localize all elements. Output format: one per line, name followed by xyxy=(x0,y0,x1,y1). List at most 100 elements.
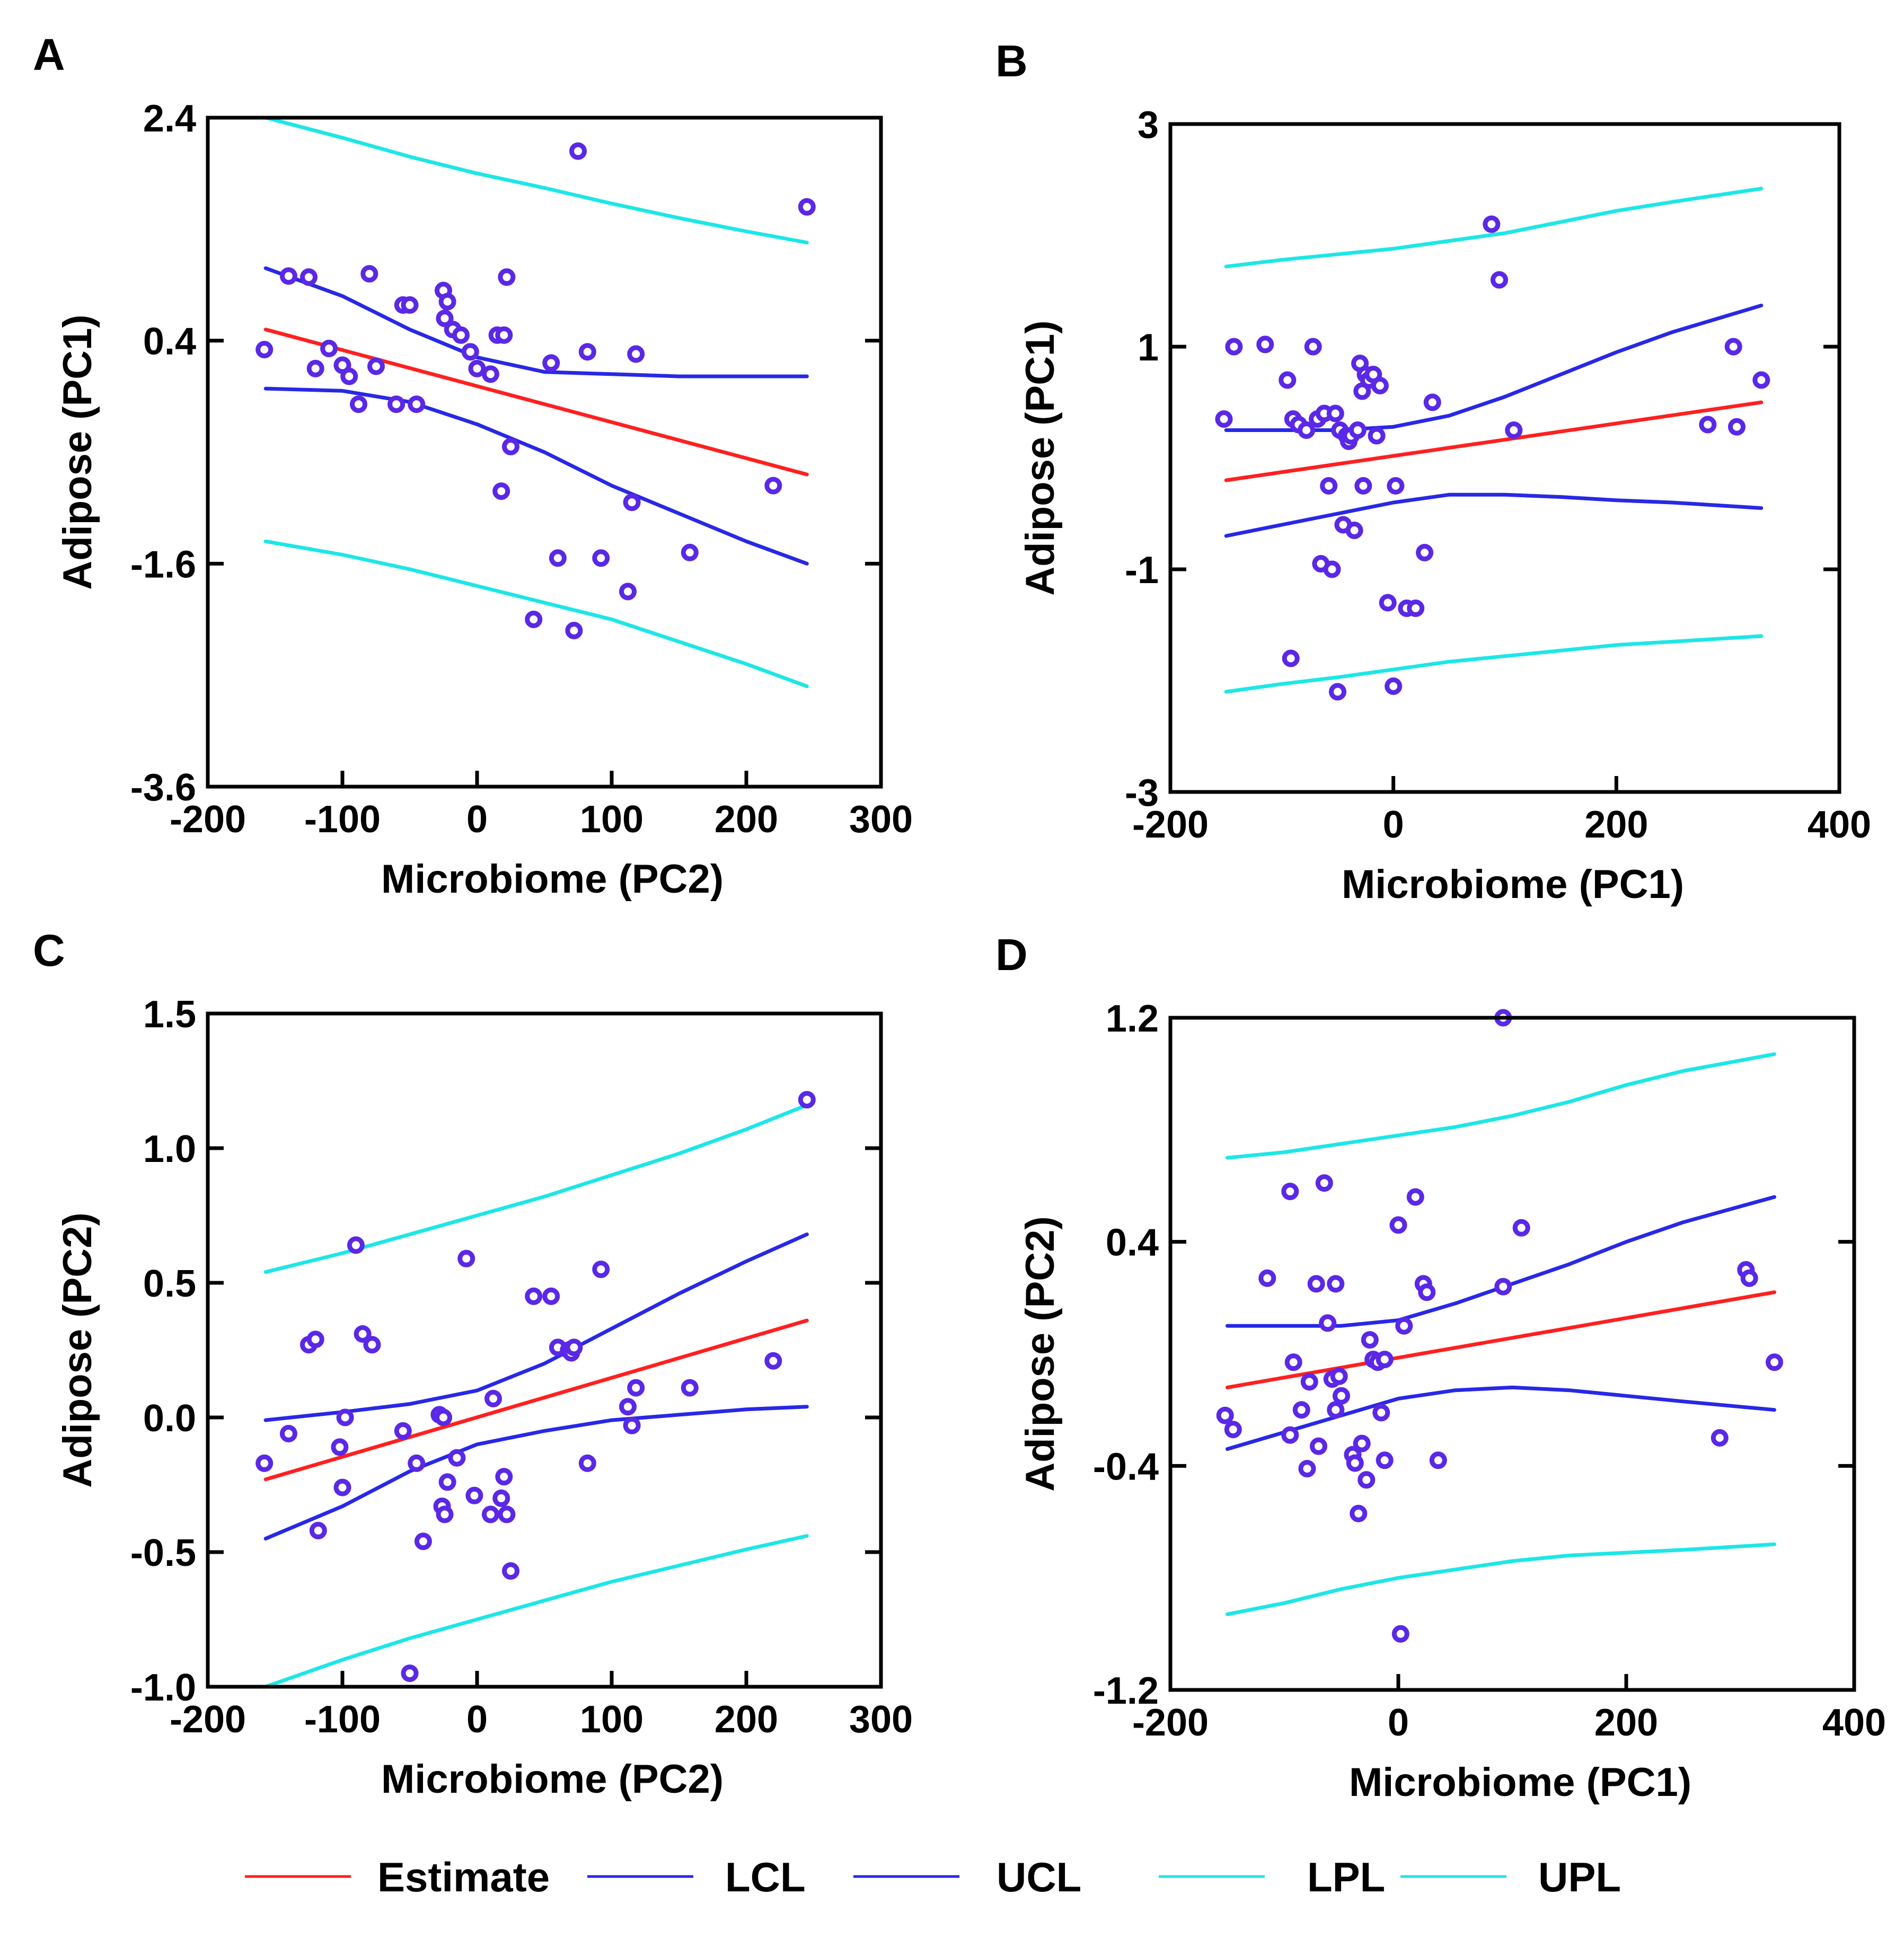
series-line-lpl xyxy=(1224,634,1764,694)
data-point xyxy=(436,310,454,328)
series-line-ucl xyxy=(263,1232,809,1422)
series-line-estimate xyxy=(263,328,809,477)
data-point xyxy=(1327,1401,1345,1419)
data-point xyxy=(1346,1454,1364,1472)
y-axis-label: Adipose (PC1) xyxy=(1018,320,1063,595)
y-axis-label: Adipose (PC2) xyxy=(55,1212,100,1487)
legend-item-upl: UPL xyxy=(1400,1854,1621,1900)
x-tick-label: 100 xyxy=(580,798,644,841)
data-point xyxy=(1354,477,1372,495)
data-point xyxy=(1387,477,1405,495)
data-point xyxy=(1281,1426,1299,1444)
x-axis-label: Microbiome (PC1) xyxy=(1349,1760,1691,1805)
data-point xyxy=(1329,683,1346,701)
data-point xyxy=(1353,1434,1371,1452)
legend-item-lpl: LPL xyxy=(1159,1854,1385,1900)
data-point xyxy=(336,1408,354,1426)
data-point xyxy=(627,1379,645,1397)
data-point xyxy=(1282,649,1300,667)
data-point xyxy=(452,326,470,344)
data-point xyxy=(306,1331,324,1349)
series-line-ucl xyxy=(263,266,809,378)
data-point xyxy=(1298,1460,1316,1478)
x-tick-label: -200 xyxy=(1132,1702,1209,1744)
legend-item-lcl: LCL xyxy=(587,1854,806,1900)
y-axis-label: Adipose (PC1) xyxy=(55,314,100,589)
data-point xyxy=(525,611,543,628)
data-point xyxy=(1358,1471,1376,1489)
legend-item-ucl: UCL xyxy=(853,1854,1081,1900)
panel-label: C xyxy=(33,926,65,975)
data-point xyxy=(1323,560,1341,578)
data-point xyxy=(435,1408,452,1426)
panel-a: A 2.4 0.4 -1.6 -3.6-200 -100 0 100 200 300 Microbi… xyxy=(33,30,913,902)
data-point xyxy=(300,268,318,286)
data-point xyxy=(1350,1504,1368,1522)
data-point xyxy=(1258,1269,1276,1287)
data-point xyxy=(1348,421,1367,439)
data-point xyxy=(578,1454,596,1472)
data-point xyxy=(495,1468,513,1486)
data-point xyxy=(1429,1451,1447,1469)
x-tick-label: 0 xyxy=(1383,804,1404,846)
data-point xyxy=(764,477,782,495)
data-point xyxy=(255,1454,274,1472)
data-point xyxy=(1391,1625,1409,1643)
y-tick-label: 1.2 xyxy=(1106,998,1159,1040)
x-tick-label: 200 xyxy=(1594,1702,1658,1744)
data-point xyxy=(502,438,519,455)
x-tick-label: 100 xyxy=(580,1698,644,1741)
x-tick-label: -200 xyxy=(170,798,246,841)
y-tick-label: -1.6 xyxy=(130,543,196,586)
data-point xyxy=(798,1091,816,1109)
data-point xyxy=(1292,1401,1310,1419)
data-point xyxy=(1406,1188,1424,1206)
y-tick-label: 1.5 xyxy=(143,993,196,1036)
data-point xyxy=(331,1438,349,1456)
data-point xyxy=(354,1325,372,1343)
data-point xyxy=(1368,427,1386,445)
data-point xyxy=(1307,1275,1325,1293)
legend-label-ucl: UCL xyxy=(997,1854,1081,1900)
data-point xyxy=(255,341,274,358)
data-point xyxy=(1423,393,1441,411)
data-point xyxy=(465,1486,483,1504)
data-point xyxy=(569,142,587,160)
y-tick-label: -3 xyxy=(1125,772,1159,814)
y-tick-label: -0.5 xyxy=(130,1532,196,1574)
series-line-estimate xyxy=(1226,1290,1776,1389)
data-point xyxy=(1326,404,1344,422)
data-point xyxy=(1224,1421,1242,1439)
data-point xyxy=(401,296,419,314)
data-point xyxy=(495,326,513,344)
plot-frame xyxy=(206,116,883,789)
series-line-upl xyxy=(263,116,809,245)
panel-label: B xyxy=(995,36,1028,86)
data-point xyxy=(350,395,367,413)
data-point xyxy=(492,1489,510,1507)
data-point xyxy=(1389,1216,1407,1234)
x-tick-label: 200 xyxy=(1584,804,1648,846)
panel-c: C 1.5 1.0 0.5 0.0 -0.5 -1.0-200 -100 0 100 200 300 M… xyxy=(33,926,913,1802)
y-tick-label: 3 xyxy=(1138,104,1159,146)
x-tick-label: 0 xyxy=(466,1698,488,1741)
data-point xyxy=(484,1389,502,1407)
x-tick-label: 0 xyxy=(466,798,488,841)
series-line-lpl xyxy=(263,1534,809,1689)
data-point xyxy=(279,1425,297,1442)
data-point xyxy=(1284,1353,1302,1371)
data-point xyxy=(363,1336,381,1354)
data-point xyxy=(306,359,324,377)
series-line-estimate xyxy=(1224,400,1764,482)
data-point xyxy=(565,622,583,639)
data-point xyxy=(498,268,516,286)
data-point xyxy=(387,395,406,413)
y-tick-label: 0.5 xyxy=(143,1263,196,1305)
data-point xyxy=(320,339,338,357)
x-tick-label: 200 xyxy=(715,798,778,841)
data-point xyxy=(1319,1314,1337,1332)
data-point xyxy=(1728,418,1746,436)
data-point xyxy=(1281,1183,1299,1201)
data-point xyxy=(1483,215,1501,233)
data-point xyxy=(1752,371,1770,389)
